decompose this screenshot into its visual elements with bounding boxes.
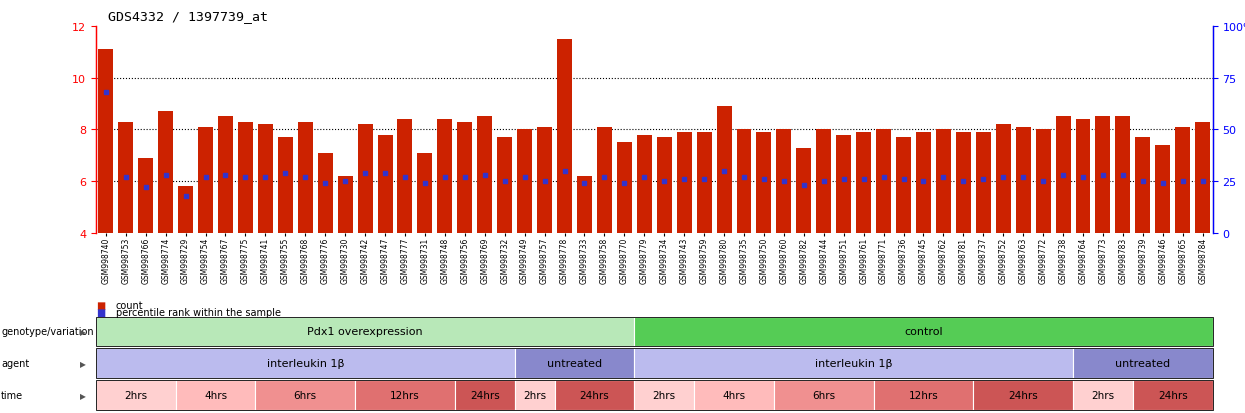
Text: Pdx1 overexpression: Pdx1 overexpression (308, 327, 423, 337)
Bar (757, 133, 772, 337)
Text: 2hrs: 2hrs (652, 390, 676, 400)
Bar (817, 130, 832, 337)
Bar (317, 153, 332, 337)
Text: 12hrs: 12hrs (909, 390, 939, 400)
Bar (636, 135, 651, 337)
Text: ▶: ▶ (81, 327, 86, 336)
Bar (178, 187, 193, 337)
Text: genotype/variation: genotype/variation (1, 327, 93, 337)
Text: untreated: untreated (1116, 358, 1170, 368)
Bar (1056, 117, 1071, 337)
Text: percentile rank within the sample: percentile rank within the sample (116, 308, 281, 318)
Bar (1096, 117, 1111, 337)
Text: 24hrs: 24hrs (579, 390, 609, 400)
Text: GDS4332 / 1397739_at: GDS4332 / 1397739_at (108, 10, 269, 23)
Text: 12hrs: 12hrs (390, 390, 420, 400)
Bar (596, 128, 611, 337)
Bar (138, 159, 153, 337)
Bar (557, 40, 571, 337)
Bar (837, 135, 852, 337)
Text: 6hrs: 6hrs (812, 390, 835, 400)
Text: agent: agent (1, 358, 30, 368)
Bar (936, 130, 951, 337)
Bar (457, 122, 472, 337)
Text: 24hrs: 24hrs (1008, 390, 1038, 400)
Text: untreated: untreated (547, 358, 603, 368)
Bar (1195, 122, 1210, 337)
Bar (616, 143, 631, 337)
Text: 6hrs: 6hrs (294, 390, 316, 400)
Bar (717, 107, 732, 337)
Text: control: control (904, 327, 942, 337)
Bar (158, 112, 173, 337)
Text: count: count (116, 300, 143, 310)
Bar (996, 125, 1011, 337)
Bar (98, 50, 113, 337)
Bar (437, 120, 452, 337)
Bar (238, 122, 253, 337)
Bar (857, 133, 872, 337)
Text: interleukin 1β: interleukin 1β (266, 358, 344, 368)
Bar (697, 133, 712, 337)
Bar (278, 138, 293, 337)
Bar (737, 130, 752, 337)
Bar (218, 117, 233, 337)
Text: 4hrs: 4hrs (722, 390, 746, 400)
Text: 4hrs: 4hrs (204, 390, 227, 400)
Text: ■: ■ (96, 300, 105, 310)
Bar (657, 138, 672, 337)
Bar (896, 138, 911, 337)
Bar (1116, 117, 1130, 337)
Bar (258, 125, 273, 337)
Bar (876, 130, 891, 337)
Text: ▶: ▶ (81, 391, 86, 400)
Bar (198, 128, 213, 337)
Bar (576, 177, 591, 337)
Text: 24hrs: 24hrs (1158, 390, 1188, 400)
Text: 2hrs: 2hrs (523, 390, 547, 400)
Bar (298, 122, 312, 337)
Bar (777, 130, 792, 337)
Bar (976, 133, 991, 337)
Bar (1155, 145, 1170, 337)
Bar (1135, 138, 1150, 337)
Bar (677, 133, 692, 337)
Bar (397, 120, 412, 337)
Bar (916, 133, 931, 337)
Text: ■: ■ (96, 308, 105, 318)
Bar (497, 138, 512, 337)
Bar (1076, 120, 1091, 337)
Text: time: time (1, 390, 24, 400)
Bar (118, 122, 133, 337)
Text: 2hrs: 2hrs (124, 390, 147, 400)
Bar (956, 133, 971, 337)
Bar (537, 128, 552, 337)
Bar (517, 130, 532, 337)
Bar (337, 177, 352, 337)
Bar (1036, 130, 1051, 337)
Bar (417, 153, 432, 337)
Bar (1016, 128, 1031, 337)
Text: 24hrs: 24hrs (469, 390, 499, 400)
Bar (1175, 128, 1190, 337)
Bar (377, 135, 392, 337)
Bar (477, 117, 492, 337)
Text: ▶: ▶ (81, 359, 86, 368)
Bar (797, 148, 812, 337)
Bar (357, 125, 372, 337)
Text: 2hrs: 2hrs (1092, 390, 1114, 400)
Text: interleukin 1β: interleukin 1β (815, 358, 893, 368)
